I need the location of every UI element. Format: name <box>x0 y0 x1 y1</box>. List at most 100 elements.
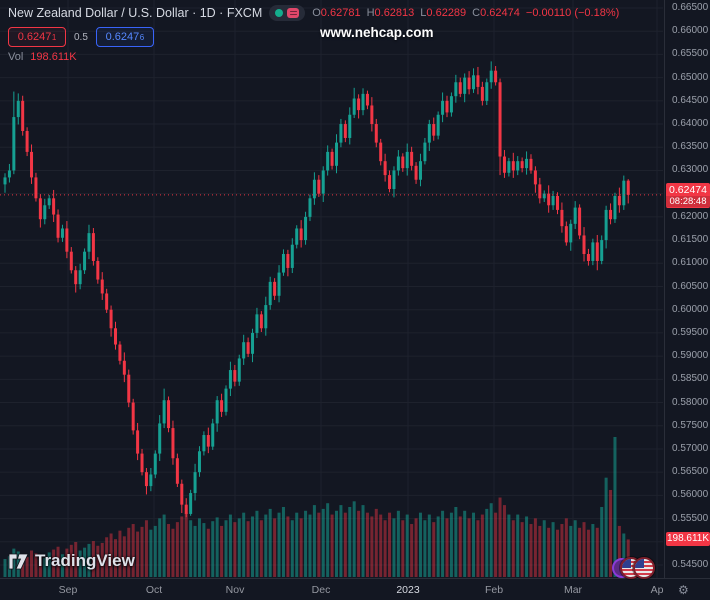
candle-down <box>299 228 303 241</box>
candle-down <box>370 105 374 125</box>
volume-bar <box>299 518 303 577</box>
volume-bar <box>480 514 484 577</box>
volume-bar <box>290 520 294 577</box>
candle-down <box>286 254 290 268</box>
candle-down <box>136 430 140 454</box>
price-tick-label: 0.58000 <box>672 396 709 408</box>
candle-down <box>432 124 436 136</box>
volume-bar <box>259 520 263 577</box>
volume-bar <box>224 520 228 577</box>
candle-down <box>246 342 250 354</box>
volume-bar <box>78 550 82 577</box>
volume-bar <box>392 518 396 577</box>
volume-bar <box>118 530 122 577</box>
volume-bar <box>233 522 237 577</box>
candle-up <box>242 342 246 359</box>
volume-bar <box>586 529 590 577</box>
price-axis[interactable]: 0.62474 08:28:48 198.611K 0.66500 0.66000… <box>664 0 710 578</box>
volume-bar <box>246 521 250 577</box>
candle-up <box>613 195 617 220</box>
volume-bar <box>140 526 144 577</box>
candle-down <box>233 370 237 382</box>
ohlc-readout: O0.62781 H0.62813 L0.62289 C0.62474 −0.0… <box>312 7 619 19</box>
price-tick-label: 0.66500 <box>672 2 709 13</box>
candle-down <box>52 198 56 215</box>
candle-down <box>609 209 613 220</box>
price-tick-label: 0.59000 <box>672 350 709 362</box>
gear-icon[interactable]: ⚙ <box>678 583 689 597</box>
candle-down <box>538 184 542 199</box>
candle-down <box>595 242 599 261</box>
candle-up <box>304 216 308 241</box>
candle-up <box>149 474 153 487</box>
candle-up <box>3 177 7 185</box>
volume-bar <box>153 525 157 577</box>
candle-down <box>167 400 171 429</box>
candle-down <box>140 453 144 473</box>
candle-down <box>100 279 104 294</box>
currency-flags-badge <box>612 555 655 581</box>
volume-bar <box>268 508 272 577</box>
price-tick-label: 0.62000 <box>672 210 709 222</box>
volume-bar <box>228 514 232 577</box>
candle-up <box>197 451 201 473</box>
price-tick-label: 0.65000 <box>672 71 709 83</box>
candle-up <box>78 270 82 285</box>
ask-price-button[interactable]: 0.6247 6 <box>95 27 154 47</box>
candle-down <box>127 374 131 403</box>
candle-down <box>30 151 34 178</box>
volume-bar <box>105 537 109 577</box>
volume-bar <box>489 503 493 577</box>
candle-up <box>441 100 445 115</box>
volume-bar <box>149 529 153 577</box>
countdown-timer: 08:28:48 <box>666 195 710 207</box>
volume-bar <box>144 520 148 577</box>
candle-up <box>83 251 87 271</box>
time-tick-label: Feb <box>484 584 504 596</box>
candle-down <box>365 93 369 106</box>
candle-up <box>60 228 64 238</box>
bid-price-button[interactable]: 0.6247 1 <box>8 27 66 47</box>
volume-bar <box>339 505 343 577</box>
volume-bar <box>357 510 361 577</box>
candle-up <box>418 161 422 180</box>
candle-up <box>228 370 232 389</box>
price-tick-label: 0.64500 <box>672 94 709 106</box>
volume-bar <box>542 520 546 577</box>
candle-down <box>180 483 184 505</box>
volume-bar <box>383 520 387 577</box>
price-tick-label: 0.64000 <box>672 118 709 130</box>
volume-axis-label: 198.611K <box>666 532 710 547</box>
change-value: −0.00110 (−0.18%) <box>525 7 620 19</box>
price-tick-label: 0.66000 <box>672 25 709 37</box>
price-tick-label: 0.59500 <box>672 326 709 338</box>
volume-bar <box>609 489 613 577</box>
volume-bar <box>83 547 87 577</box>
symbol-title[interactable]: New Zealand Dollar / U.S. Dollar · 1D · … <box>8 6 263 20</box>
visibility-toggle[interactable] <box>269 5 306 21</box>
candle-down <box>383 161 387 176</box>
low-value: 0.62289 <box>426 7 467 19</box>
candle-down <box>560 209 564 227</box>
volume-bar <box>184 512 188 577</box>
tradingview-logo[interactable]: TradingView <box>8 551 135 571</box>
price-tick-label: 0.61500 <box>672 234 709 246</box>
candle-up <box>569 223 573 243</box>
candle-up <box>237 358 241 382</box>
candle-up <box>352 98 356 115</box>
candle-up <box>47 198 51 206</box>
candle-up <box>158 423 162 454</box>
volume-bar <box>414 518 418 577</box>
volume-label[interactable]: Vol <box>8 51 24 63</box>
volume-bar <box>454 507 458 577</box>
volume-bar <box>321 508 325 577</box>
candle-down <box>69 251 73 271</box>
candle-down <box>445 100 449 113</box>
volume-bar <box>122 536 126 577</box>
time-axis[interactable]: ⚙ Sep Oct Nov Dec 2023 Feb Mar Ap <box>0 578 710 600</box>
time-tick-label: Nov <box>225 584 245 596</box>
candle-down <box>330 151 334 166</box>
volume-bar <box>335 510 338 577</box>
